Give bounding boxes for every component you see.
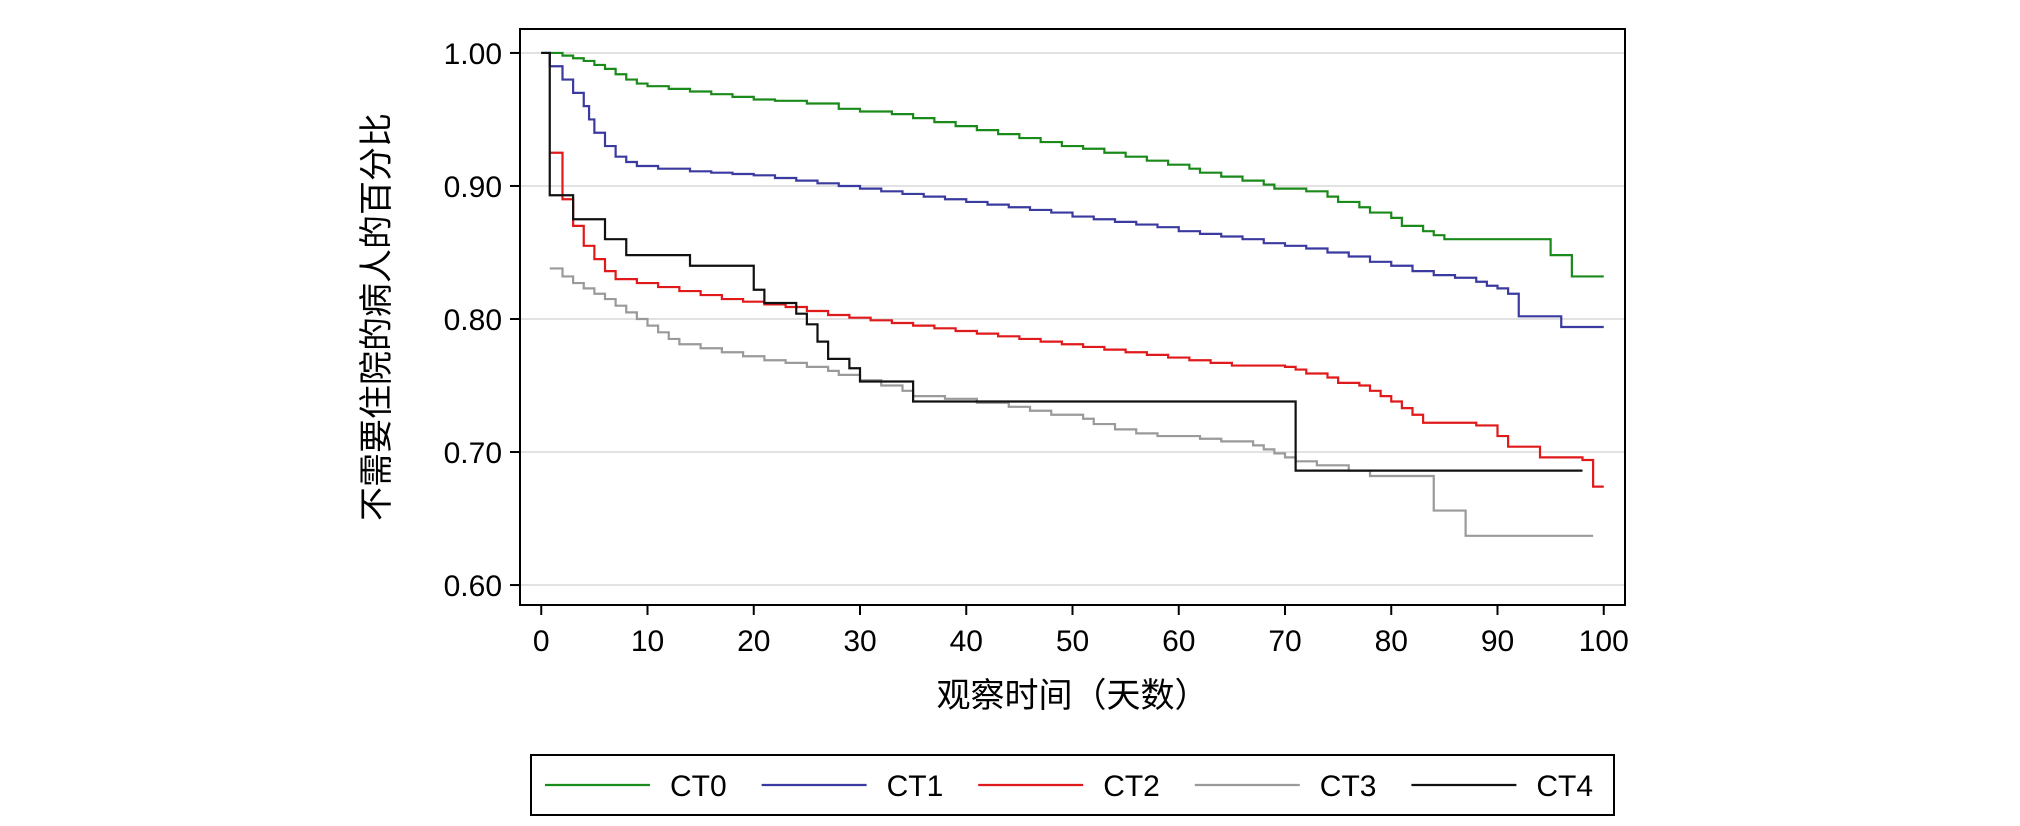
- y-axis-title: 不需要住院的病人的百分比: [358, 113, 396, 521]
- x-tick-label: 80: [1375, 625, 1408, 658]
- y-tick-label: 1.00: [444, 38, 502, 71]
- x-axis-title: 观察时间（天数）: [937, 677, 1209, 715]
- y-tick-label: 0.80: [444, 304, 502, 337]
- y-axis: 0.60 0.70 0.80 0.90 1.00: [444, 38, 520, 603]
- legend-label: CT0: [670, 770, 727, 803]
- x-tick-label: 100: [1579, 625, 1629, 658]
- legend-item-ct0: CT0: [545, 770, 727, 803]
- legend-item-ct2: CT2: [978, 770, 1160, 803]
- series-line-ct2: [549, 151, 1604, 488]
- legend-item-ct3: CT3: [1194, 770, 1377, 803]
- plot-area-frame: [519, 28, 1626, 606]
- series-line-ct4: [541, 51, 1583, 472]
- legend: CT0 CT1 CT2 CT3 CT4: [545, 770, 1593, 803]
- series-line-ct1: [541, 51, 1604, 329]
- series-line-ct3: [549, 267, 1594, 537]
- legend-label: CT3: [1320, 770, 1377, 803]
- x-tick-label: 10: [631, 625, 664, 658]
- x-tick-label: 0: [533, 625, 550, 658]
- legend-item-ct4: CT4: [1411, 770, 1593, 803]
- x-axis: 0 10 20 30 40 50 60 70 80 90 100: [533, 605, 1629, 658]
- x-tick-label: 70: [1268, 625, 1301, 658]
- x-tick-label: 90: [1481, 625, 1514, 658]
- legend-label: CT2: [1103, 770, 1160, 803]
- legend-label: CT4: [1536, 770, 1593, 803]
- y-tick-label: 0.60: [444, 570, 502, 603]
- x-tick-label: 50: [1056, 625, 1089, 658]
- gridlines: [520, 52, 1625, 586]
- x-tick-label: 60: [1162, 625, 1195, 658]
- x-tick-label: 40: [950, 625, 983, 658]
- series-lines: [541, 51, 1604, 537]
- y-tick-label: 0.70: [444, 437, 502, 470]
- series-line-ct0: [541, 51, 1604, 278]
- x-tick-label: 30: [843, 625, 876, 658]
- legend-item-ct1: CT1: [761, 770, 944, 803]
- legend-label: CT1: [887, 770, 944, 803]
- x-tick-label: 20: [737, 625, 770, 658]
- y-tick-label: 0.90: [444, 171, 502, 204]
